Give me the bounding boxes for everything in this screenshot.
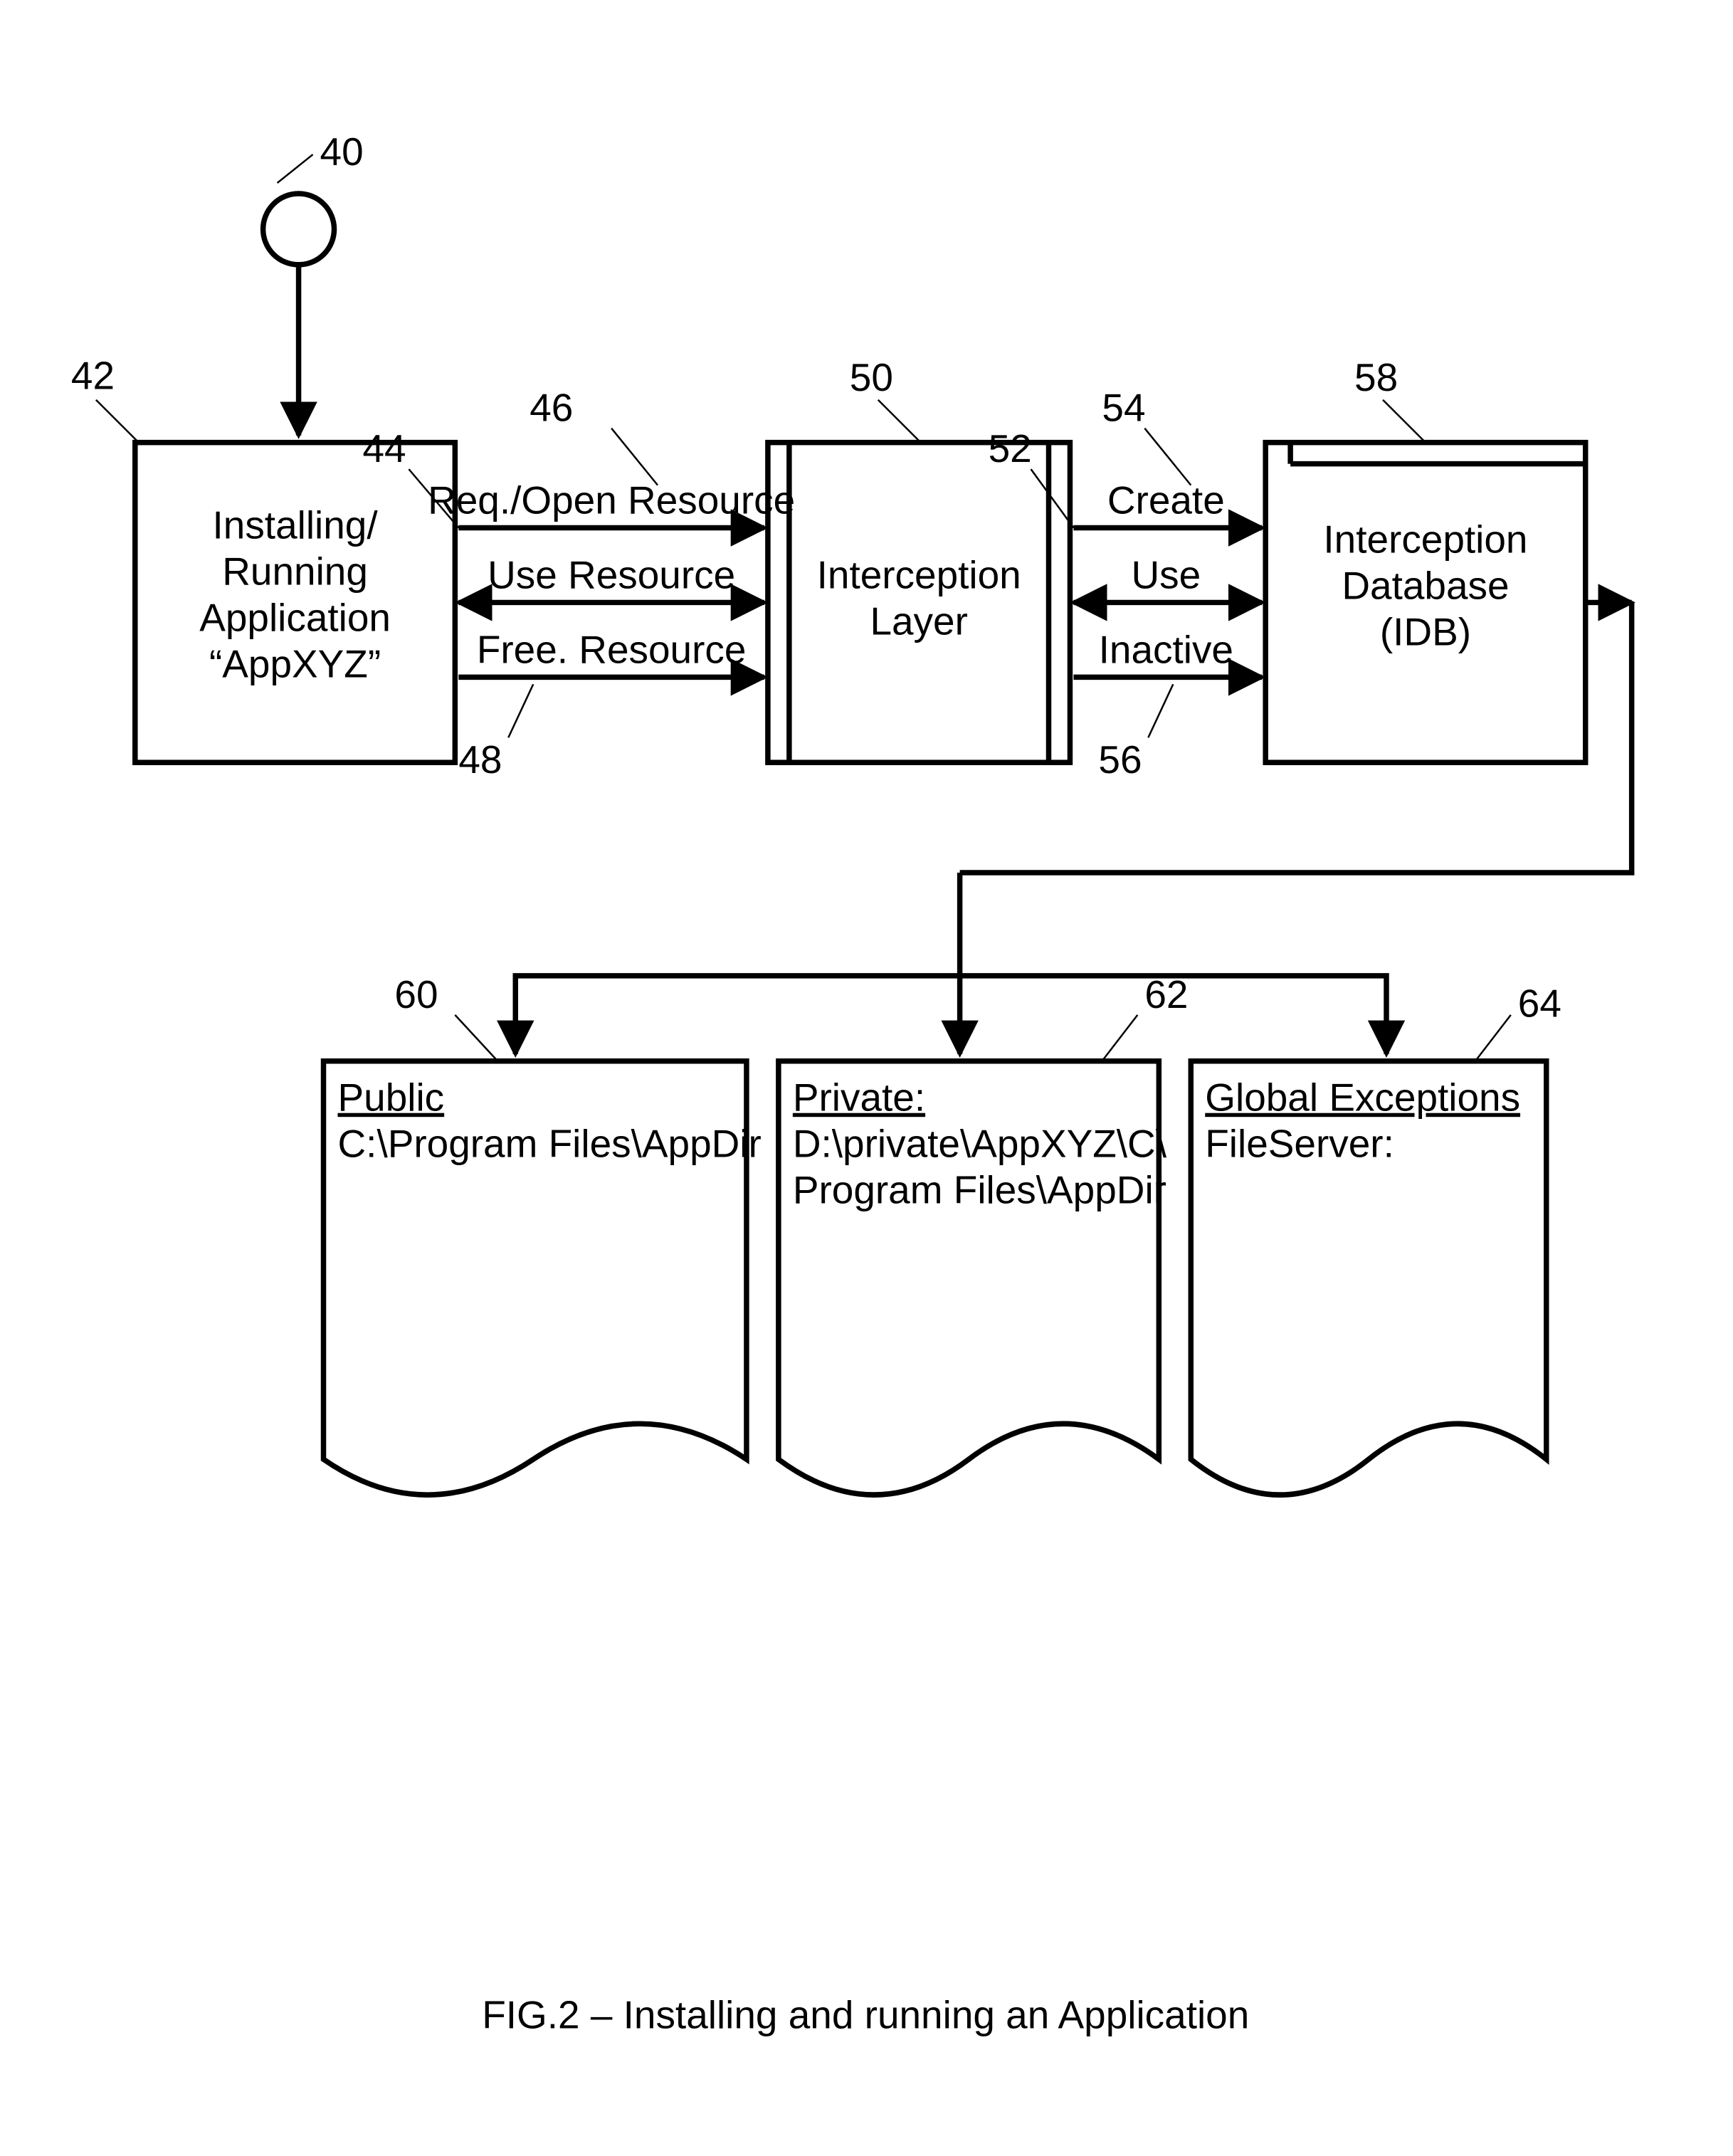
app-line1: Installing/: [213, 503, 379, 547]
idb-line2: Database: [1342, 563, 1509, 607]
app-line3: Application: [199, 595, 391, 639]
create-label: Create: [1107, 478, 1225, 522]
doc-global: Global Exceptions FileServer: 64: [1191, 981, 1561, 1495]
app-line2: Running: [222, 549, 368, 593]
ref-56: 56: [1098, 737, 1142, 782]
diagram-svg: 40 Installing/ Running Application “AppX…: [0, 0, 1733, 2156]
arrow-free-resource: Free. Resource 48: [458, 627, 764, 782]
doc-public-body: C:\Program Files\AppDir: [338, 1122, 762, 1166]
app-box: Installing/ Running Application “AppXYZ”…: [71, 354, 455, 762]
doc-private-body1: D:\private\AppXYZ\C\: [793, 1122, 1167, 1166]
ref-50: 50: [850, 355, 893, 399]
ref-62: 62: [1144, 972, 1188, 1016]
ref-52: 52: [989, 426, 1032, 470]
free-resource-label: Free. Resource: [477, 627, 747, 671]
use-label: Use: [1131, 552, 1201, 596]
use-resource-label: Use Resource: [488, 552, 735, 596]
ref-60: 60: [394, 972, 438, 1016]
layer-line2: Layer: [870, 599, 967, 643]
req-open-label: Req./Open Resource: [428, 478, 795, 522]
start-node: 40: [263, 130, 364, 436]
figure-caption: FIG.2 – Installing and running an Applic…: [482, 1992, 1249, 2036]
arrow-use: Use: [1073, 552, 1262, 602]
ref-42: 42: [71, 354, 115, 398]
layer-line1: Interception: [817, 552, 1021, 596]
idb-box: Interception Database (IDB) 58: [1265, 355, 1586, 762]
ref-54: 54: [1102, 386, 1145, 430]
ref-58: 58: [1354, 355, 1398, 399]
arrow-inactive: Inactive 56: [1073, 627, 1262, 782]
doc-private-body2: Program Files\AppDir: [793, 1168, 1166, 1212]
ref-48: 48: [458, 737, 502, 782]
idb-line3: (IDB): [1380, 609, 1471, 653]
idb-line1: Interception: [1323, 517, 1527, 562]
ref-40: 40: [320, 130, 364, 174]
arrow-use-resource: Use Resource: [458, 552, 764, 602]
doc-global-body: FileServer:: [1205, 1122, 1394, 1166]
app-line4: “AppXYZ”: [209, 641, 381, 685]
doc-global-title: Global Exceptions: [1205, 1076, 1520, 1120]
ref-44: 44: [362, 426, 406, 470]
ref-64: 64: [1518, 981, 1561, 1025]
doc-public: Public C:\Program Files\AppDir 60: [324, 972, 762, 1495]
inactive-label: Inactive: [1099, 627, 1233, 671]
ref-46: 46: [530, 386, 573, 430]
interception-layer-box: Interception Layer 50: [768, 355, 1070, 762]
doc-private-title: Private:: [793, 1076, 925, 1120]
doc-public-title: Public: [338, 1076, 445, 1120]
doc-private: Private: D:\private\AppXYZ\C\ Program Fi…: [779, 972, 1189, 1495]
